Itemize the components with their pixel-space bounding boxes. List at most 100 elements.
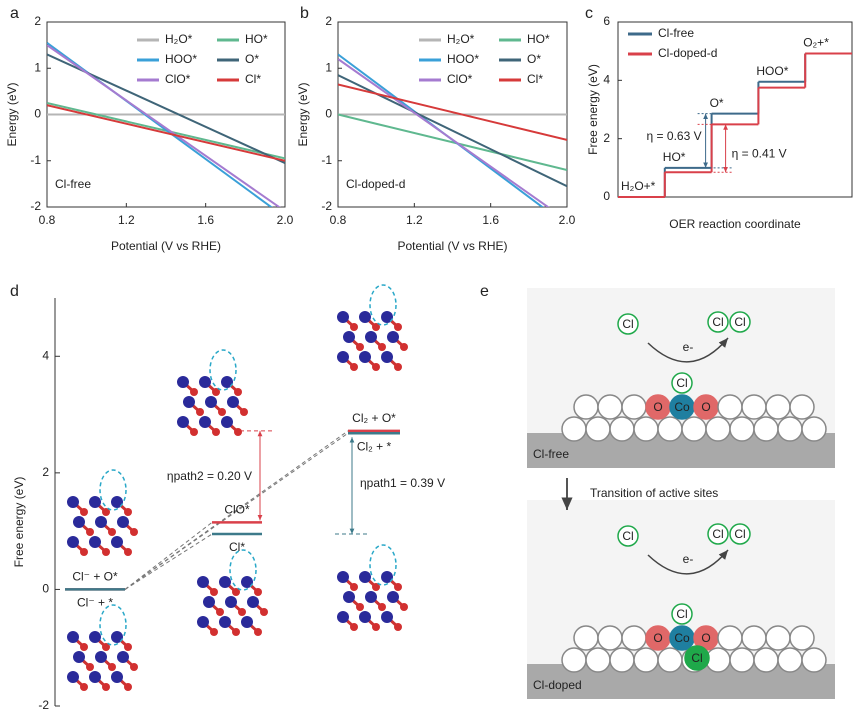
atom-label: Cl [676,376,687,390]
atom [394,623,402,631]
atom [705,416,731,442]
atom [400,343,408,351]
x-tick-label: 2.0 [559,213,576,227]
site-highlight [229,549,257,591]
panel-label: e [480,283,489,300]
atom [573,394,599,420]
atom [350,623,358,631]
atom [219,616,231,628]
lines [338,53,567,207]
atom [394,323,402,331]
atom [111,496,123,508]
atom [365,591,377,603]
x-tick-label: 0.8 [330,213,347,227]
atom [210,588,218,596]
atom [633,416,659,442]
y-tick-label: 0 [42,582,49,596]
atom [343,331,355,343]
atom [102,683,110,691]
atom [232,628,240,636]
atom [102,548,110,556]
atom [350,583,358,591]
y-tick-label: 1 [34,60,41,74]
atom [356,343,364,351]
legend-label: H₂O* [165,32,193,46]
atom [657,647,683,673]
atom [372,363,380,371]
atom [350,363,358,371]
legend-label: ClO* [165,72,191,86]
electron-label: e- [683,340,694,354]
atom [199,416,211,428]
atom-label: Cl [734,527,745,541]
atom [241,616,253,628]
atom [124,548,132,556]
atom [597,394,623,420]
legend-label: Cl* [527,72,543,86]
atom [753,647,779,673]
x-tick-label: 2.0 [277,213,294,227]
legend-label: O* [245,52,259,66]
atom [359,611,371,623]
electron-arrow [647,337,729,363]
y-tick-label: 2 [42,465,49,479]
atom [80,508,88,516]
atom [80,683,88,691]
atom [80,548,88,556]
level-label: Cl⁻ + O* [72,570,118,584]
atom [196,408,204,416]
atom [216,608,224,616]
atom [130,663,138,671]
atom [183,396,195,408]
atom [729,416,755,442]
atom [247,596,259,608]
step-label: HO* [663,150,686,164]
step-label: O* [710,96,724,110]
atom [381,571,393,583]
y-tick-label: 2 [603,131,610,145]
legend-label: Cl-doped-d [658,46,717,60]
annotation: Cl-free [55,177,91,191]
atom [381,611,393,623]
atom [741,394,767,420]
atom-label: Cl [712,315,723,329]
atom [633,647,659,673]
atom [573,625,599,651]
atom [394,363,402,371]
atom [190,428,198,436]
atom [561,647,587,673]
atom [234,428,242,436]
atom [372,623,380,631]
x-axis-label: Potential (V vs RHE) [111,239,221,253]
surface-label: Cl-doped [533,678,582,692]
atom [254,628,262,636]
atom [681,416,707,442]
atom [67,631,79,643]
atom [801,416,827,442]
atom [102,643,110,651]
atom [609,647,635,673]
atom [67,536,79,548]
atom [597,625,623,651]
x-axis-label: OER reaction coordinate [669,217,801,231]
atom [124,643,132,651]
atom [789,625,815,651]
atom [378,343,386,351]
level-label: Cl₂ + O* [352,411,396,425]
y-tick-label: 0 [325,107,332,121]
atom [359,571,371,583]
atom [111,671,123,683]
x-tick-label: 1.2 [406,213,423,227]
y-tick-label: -2 [38,698,49,712]
atom [89,496,101,508]
legend-label: HO* [245,32,268,46]
atom [372,583,380,591]
atom [203,596,215,608]
y-tick-label: 0 [34,107,41,121]
y-axis-label: Energy (eV) [296,82,310,146]
atom [378,603,386,611]
atom-label: Cl [622,529,633,543]
atom [102,508,110,516]
atom [89,671,101,683]
